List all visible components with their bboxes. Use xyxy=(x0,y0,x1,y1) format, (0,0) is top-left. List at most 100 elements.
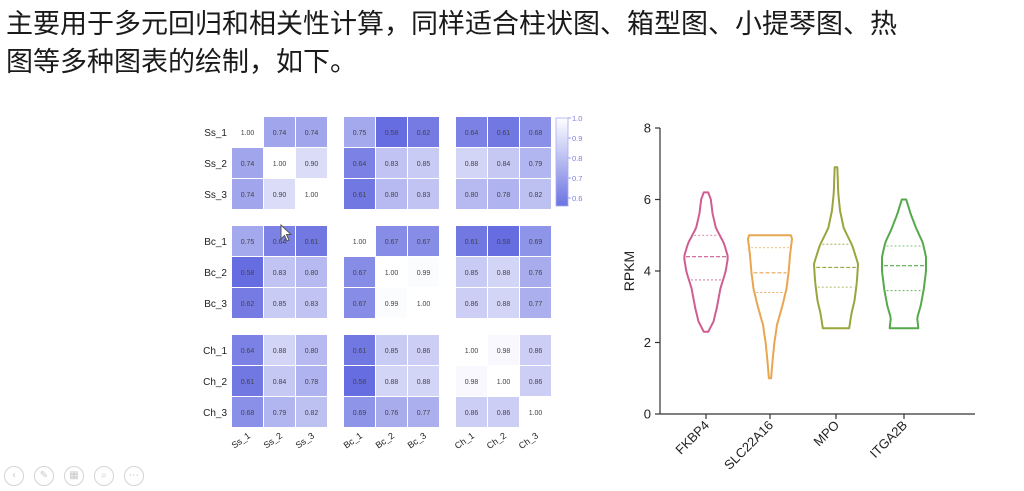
heatmap-col-label: Ss_2 xyxy=(262,430,285,450)
heatmap-cell-fill xyxy=(488,288,519,318)
zoom-control-icon[interactable]: ⌕ xyxy=(94,465,114,486)
heatmap-cell-value: 0.80 xyxy=(305,270,319,277)
heatmap-cell-value: 0.99 xyxy=(417,270,431,277)
heatmap-cell-value: 0.77 xyxy=(417,410,431,417)
heatmap-col-label: Ss_1 xyxy=(230,430,253,450)
heatmap-cell-fill xyxy=(376,117,407,147)
slides-control-icon[interactable]: ▦ xyxy=(64,465,84,486)
heatmap-cell: 0.86 xyxy=(520,335,551,365)
heatmap-cell: 0.76 xyxy=(520,257,551,287)
heatmap-cell-fill xyxy=(376,257,407,287)
heatmap-cell: 0.58 xyxy=(488,226,519,256)
heatmap-cell-fill xyxy=(488,397,519,427)
heatmap-cell: 0.61 xyxy=(456,226,487,256)
heatmap-cell: 0.88 xyxy=(488,288,519,318)
heatmap-cell: 0.83 xyxy=(376,148,407,178)
heatmap-cell-fill xyxy=(264,397,295,427)
heatmap-cell: 0.58 xyxy=(376,117,407,147)
heatmap-cell: 0.88 xyxy=(408,366,439,396)
heatmap-cell-value: 0.85 xyxy=(273,301,287,308)
heatmap-cell: 1.00 xyxy=(264,148,295,178)
heatmap-cell: 1.00 xyxy=(232,117,263,147)
heatmap-cell-value: 0.90 xyxy=(305,161,319,168)
heatmap-cell-fill xyxy=(520,288,551,318)
heatmap-cell-value: 0.84 xyxy=(497,161,511,168)
heatmap-cell-value: 0.82 xyxy=(305,410,319,417)
heatmap-cell-fill xyxy=(456,397,487,427)
heatmap-cell: 1.00 xyxy=(520,397,551,427)
heatmap-cell-fill xyxy=(264,148,295,178)
heatmap-cell-value: 0.69 xyxy=(353,410,367,417)
heatmap-col-label: Ch_1 xyxy=(453,430,476,451)
heatmap-cell-value: 0.61 xyxy=(497,130,511,137)
heatmap-cell-value: 0.85 xyxy=(417,161,431,168)
heatmap-row-label: Ss_1 xyxy=(204,128,227,139)
intro-line-2: 图等多种图表的绘制，如下。 xyxy=(6,47,357,78)
heatmap-cell: 0.86 xyxy=(456,397,487,427)
heatmap-cell-value: 0.61 xyxy=(241,379,255,386)
heatmap-cell: 0.67 xyxy=(408,226,439,256)
heatmap-cell: 0.88 xyxy=(264,335,295,365)
heatmap-cell-value: 0.98 xyxy=(497,348,511,355)
heatmap-cell-value: 0.77 xyxy=(529,301,543,308)
heatmap-cell-value: 0.80 xyxy=(305,348,319,355)
heatmap-cell-fill xyxy=(232,335,263,365)
heatmap-cell-fill xyxy=(488,148,519,178)
heatmap-cell-fill xyxy=(408,148,439,178)
prev-control-icon[interactable]: ‹ xyxy=(4,465,24,486)
heatmap-cell-value: 0.75 xyxy=(353,130,367,137)
heatmap-cell-value: 0.61 xyxy=(353,192,367,199)
heatmap-legend-label: 0.7 xyxy=(572,174,582,183)
heatmap-cell-fill xyxy=(488,257,519,287)
heatmap-cell-fill xyxy=(232,179,263,209)
heatmap-cell-fill xyxy=(456,366,487,396)
heatmap-cell-fill xyxy=(232,288,263,318)
heatmap-cell-value: 0.58 xyxy=(353,379,367,386)
heatmap-cell: 0.80 xyxy=(456,179,487,209)
heatmap-cell-fill xyxy=(408,117,439,147)
heatmap-cell-fill xyxy=(456,335,487,365)
heatmap-cell-value: 0.62 xyxy=(241,301,255,308)
heatmap-cell-fill xyxy=(456,117,487,147)
heatmap-cell: 0.62 xyxy=(232,288,263,318)
heatmap-cell-value: 1.00 xyxy=(273,161,287,168)
heatmap-legend-bar xyxy=(555,117,569,207)
more-control-icon[interactable]: ⋯ xyxy=(124,465,144,486)
heatmap-cell-fill xyxy=(232,148,263,178)
heatmap-cell: 0.83 xyxy=(264,257,295,287)
heatmap-cell-fill xyxy=(344,257,375,287)
heatmap-cell-value: 0.61 xyxy=(353,348,367,355)
heatmap-cell-value: 0.62 xyxy=(417,130,431,137)
heatmap-cell-value: 0.88 xyxy=(417,379,431,386)
heatmap-cell: 0.79 xyxy=(264,397,295,427)
heatmap-cell: 1.00 xyxy=(296,179,327,209)
heatmap-cell-fill xyxy=(344,288,375,318)
heatmap-cell-fill xyxy=(488,226,519,256)
heatmap-cell: 0.84 xyxy=(488,148,519,178)
heatmap-cell: 1.00 xyxy=(376,257,407,287)
heatmap-cell-fill xyxy=(344,226,375,256)
heatmap-cell-fill xyxy=(344,179,375,209)
heatmap-cell-value: 0.80 xyxy=(465,192,479,199)
heatmap-cell: 0.78 xyxy=(488,179,519,209)
heatmap-cell-value: 1.00 xyxy=(529,410,543,417)
heatmap-cell: 1.00 xyxy=(488,366,519,396)
heatmap-cell: 0.85 xyxy=(456,257,487,287)
heatmap-cell: 0.62 xyxy=(408,117,439,147)
heatmap-cell-fill xyxy=(232,397,263,427)
heatmap-cell-fill xyxy=(232,257,263,287)
heatmap-cell: 0.69 xyxy=(344,397,375,427)
heatmap-legend-label: 0.9 xyxy=(572,134,582,143)
heatmap-cell-value: 0.67 xyxy=(353,301,367,308)
heatmap-cell-fill xyxy=(488,335,519,365)
heatmap-cell-fill xyxy=(376,226,407,256)
heatmap-cell-fill xyxy=(408,257,439,287)
heatmap-cell: 0.86 xyxy=(408,335,439,365)
heatmap-cell-fill xyxy=(408,397,439,427)
heatmap-cell-value: 0.86 xyxy=(417,348,431,355)
pen-control-icon[interactable]: ✎ xyxy=(34,465,54,486)
heatmap-cell: 0.84 xyxy=(264,366,295,396)
heatmap-col-label: Ch_2 xyxy=(485,430,508,451)
heatmap-cell-value: 0.86 xyxy=(465,301,479,308)
heatmap-cell-fill xyxy=(296,226,327,256)
